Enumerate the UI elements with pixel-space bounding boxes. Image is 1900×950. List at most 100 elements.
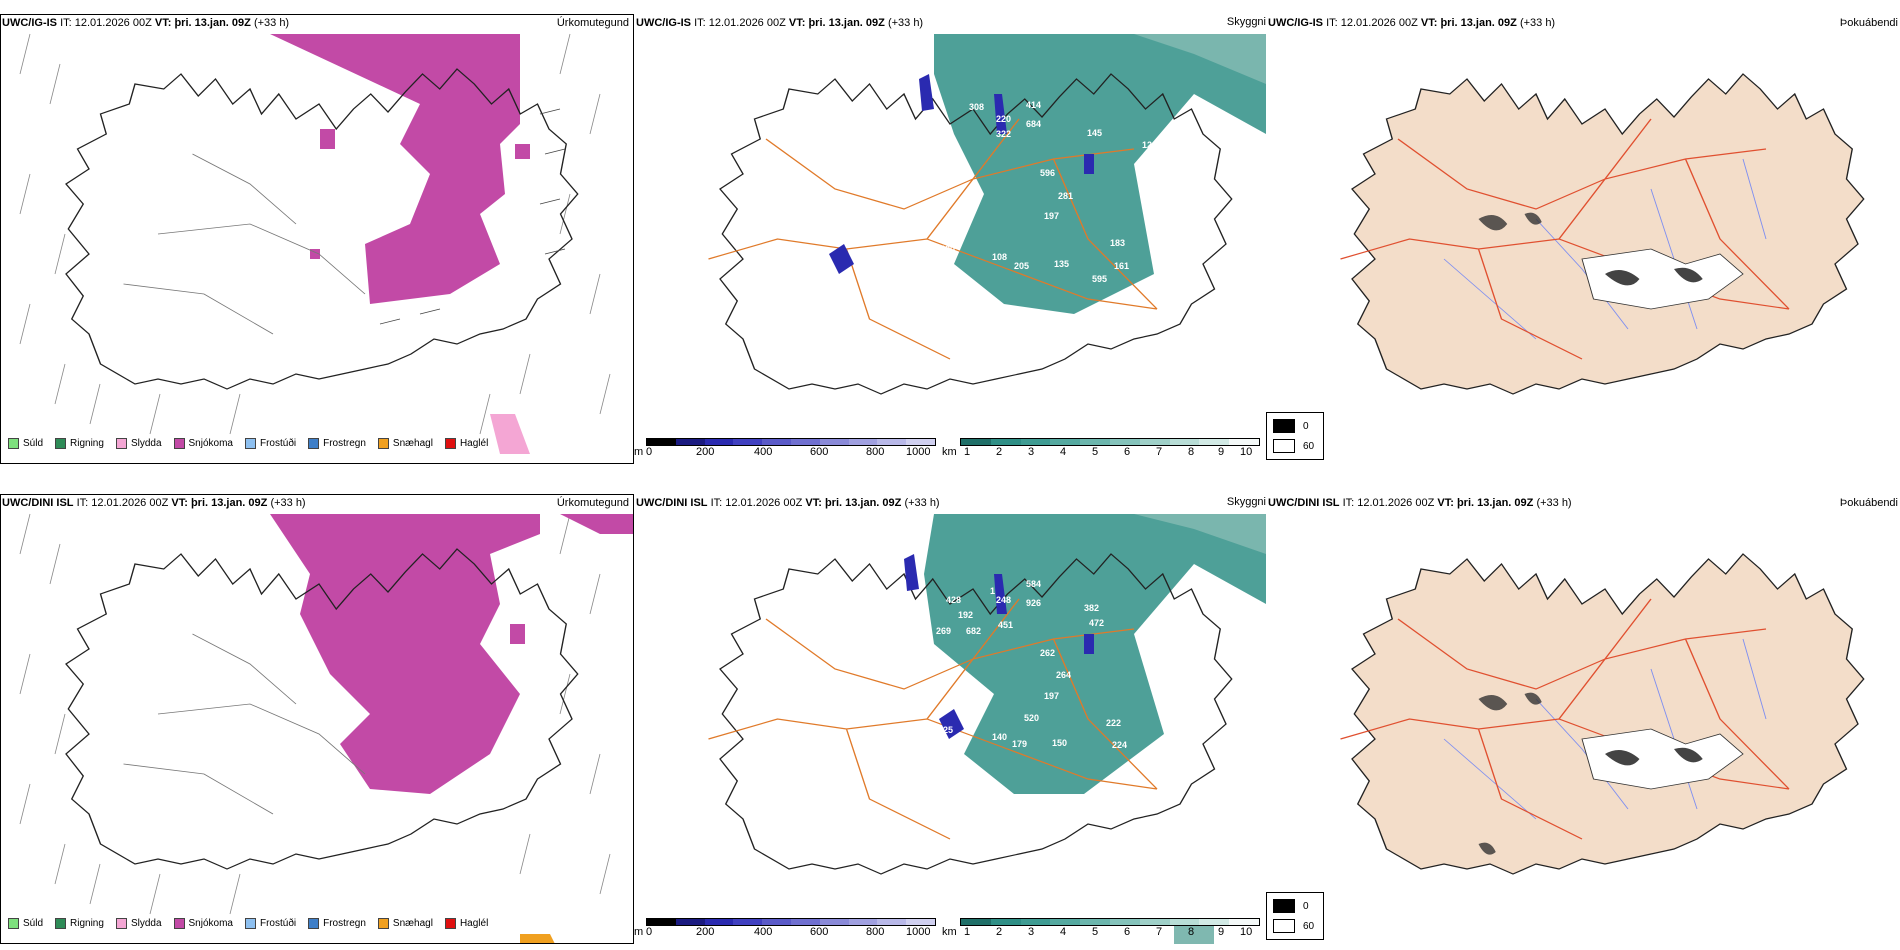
visibility-scale-bottom: km 1 2 3 4 5 6 7 8 9 10 [942,918,1262,942]
visibility-tick: 8 [1188,926,1195,938]
visibility-tick: 4 [1060,926,1067,938]
visibility-tick: 7 [1156,446,1163,458]
road-network [1340,598,1790,840]
visibility-tick: 5 [1092,926,1099,938]
legend-item: Slydda [115,438,162,449]
legend-item: Frostúði [244,438,296,449]
ceiling-value: 135 [1054,259,1069,269]
visibility-tick: 1 [964,446,971,458]
fog-panel-bottom: UWC/DINI ISL IT: 12.01.2026 00Z VT: þri.… [1266,494,1900,944]
panel-title: Þokuábendi [1839,497,1898,509]
ceiling-value: 183 [1110,238,1125,248]
legend-item: Haglél [444,438,488,449]
ceiling-unit: m [634,446,644,458]
fog-key-bottom: 0 60 [1266,892,1324,940]
ceiling-value: 222 [1106,718,1121,728]
legend-swatch [444,438,456,449]
ceiling-value: 1 [990,586,995,596]
visibility-map-bottom [708,514,1266,944]
legend-swatch [444,918,456,929]
ceiling-tick: 200 [696,446,715,458]
ceiling-value: 451 [998,620,1013,630]
ceiling-tick: 800 [866,446,885,458]
visibility-tick: 7 [1156,926,1163,938]
panel-header: UWC/IG-IS IT: 12.01.2026 00Z VT: þri. 13… [1268,17,1556,29]
ceiling-value: 472 [1089,618,1104,628]
precip-type-panel-top: UWC/IG-IS IT: 12.01.2026 00Z VT: þri. 13… [0,14,634,464]
ceiling-labels-bottom: 584 428 1 248 926 382 192 472 269 682 45… [896,579,1153,750]
fog-key-swatch [1273,439,1295,453]
fog-panel-top: UWC/IG-IS IT: 12.01.2026 00Z VT: þri. 13… [1266,14,1900,464]
legend-swatch [115,918,127,929]
legend-item: Frostregn [308,918,366,929]
visibility-map-top [708,34,1266,395]
legend-item: Súld [8,438,43,449]
visibility-tick: 4 [1060,446,1067,458]
visibility-tick: 6 [1124,446,1131,458]
visibility-tick: 8 [1188,446,1195,458]
ceiling-tick: 400 [754,926,773,938]
low-visibility-area [924,514,1266,794]
ceiling-value: 220 [996,114,1011,124]
snow-area [270,34,520,304]
ceiling-value: 382 [1084,603,1099,613]
panel-header: UWC/DINI ISL IT: 12.01.2026 00Z VT: þri.… [2,497,306,509]
fog-key-swatch [1273,919,1295,933]
precip-legend: Súld Rigning Slydda Snjókoma Frostúði Fr… [8,438,488,449]
ceiling-value: 520 [1024,713,1039,723]
legend-swatch [308,918,320,929]
fog-key-top: 0 60 [1266,412,1324,460]
ceiling-value: 584 [1026,579,1041,589]
ceiling-colorbar [646,438,936,446]
road-network [708,598,1158,840]
snow-area [270,514,540,794]
ceiling-tick: 1000 [906,446,931,458]
visibility-tick: 2 [996,926,1003,938]
ceiling-value: 205 [1014,261,1029,271]
ceiling-value: 414 [1026,100,1041,110]
legend-item: Rigning [55,438,104,449]
ceiling-labels-top: 308 220 414 684 322 145 596 123 281 197 … [892,100,1157,284]
ceiling-tick: 400 [754,446,773,458]
legend-item: Súld [8,918,43,929]
ceiling-value: 125 [938,725,953,735]
ceiling-value: 428 [946,595,961,605]
panel-header: UWC/DINI ISL IT: 12.01.2026 00Z VT: þri.… [636,497,940,509]
legend-swatch [377,438,389,449]
ceiling-value: 682 [966,626,981,636]
low-visibility-area [934,34,1266,314]
ceiling-value: 197 [1044,211,1059,221]
ceiling-colorbar [646,918,936,926]
river-network [1443,158,1767,340]
ceiling-value: 192 [958,610,973,620]
precip-type-panel-bottom: UWC/DINI ISL IT: 12.01.2026 00Z VT: þri.… [0,494,634,944]
legend-swatch [115,438,127,449]
glacier-fog [1581,728,1744,790]
legend-swatch [8,918,19,929]
visibility-tick: 5 [1092,446,1099,458]
ceiling-value: 281 [1058,191,1073,201]
legend-swatch [55,918,67,929]
legend-item: Snjókoma [173,438,233,449]
ceiling-scale-top: m 0 200 400 600 800 1000 [634,438,936,462]
visibility-tick: 6 [1124,926,1131,938]
ceiling-unit: m [634,926,644,938]
visibility-tick: 9 [1218,926,1225,938]
visibility-panel-bottom: UWC/DINI ISL IT: 12.01.2026 00Z VT: þri.… [634,494,1266,944]
panel-header: UWC/IG-IS IT: 12.01.2026 00Z VT: þri. 13… [2,17,290,29]
ceiling-tick: 200 [696,926,715,938]
visibility-unit: km [942,446,957,458]
panel-title: Úrkomutegund [556,17,629,29]
legend-swatch [173,438,185,449]
ceiling-value: 400 [940,244,955,254]
ceiling-value: 264 [1056,670,1071,680]
legend-swatch [55,438,67,449]
fog-key-swatch [1273,899,1295,913]
ceiling-value: 596 [1040,168,1055,178]
ceiling-value: 161 [1114,261,1129,271]
ceiling-value: 322 [996,129,1011,139]
ceiling-tick: 600 [810,446,829,458]
legend-item: Haglél [444,918,488,929]
fog-map-top [1340,73,1865,395]
river-network [1443,638,1767,820]
